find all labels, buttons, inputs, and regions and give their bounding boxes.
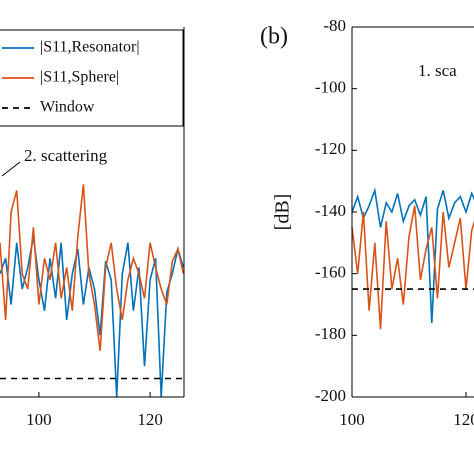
y-tick-label: -140 [315,201,346,220]
annotation: 2. scattering [24,146,108,165]
x-tick-label: 100 [339,410,365,429]
y-tick-label: -120 [315,139,346,158]
series-line [0,236,185,398]
panel-label: (b) [260,24,288,50]
series-line [351,187,474,324]
x-tick-label: 120 [137,410,163,429]
series-line [351,205,474,330]
legend-label: Window [40,99,95,116]
y-tick-label: -80 [323,16,346,35]
annotation: 1. sca [418,61,457,80]
x-tick-label: 120 [453,410,474,429]
x-tick-label: 100 [26,410,52,429]
y-tick-label: -100 [315,78,346,97]
y-tick-label: -180 [315,324,346,343]
y-tick-label: -200 [315,386,346,405]
y-tick-label: -160 [315,263,346,282]
legend-label: |S11,Resonator| [40,39,140,56]
series-line [0,184,185,351]
legend-label: |S11,Sphere| [40,69,119,86]
annotation-arrow [1,161,21,177]
y-axis-label: [dB] [272,194,294,231]
